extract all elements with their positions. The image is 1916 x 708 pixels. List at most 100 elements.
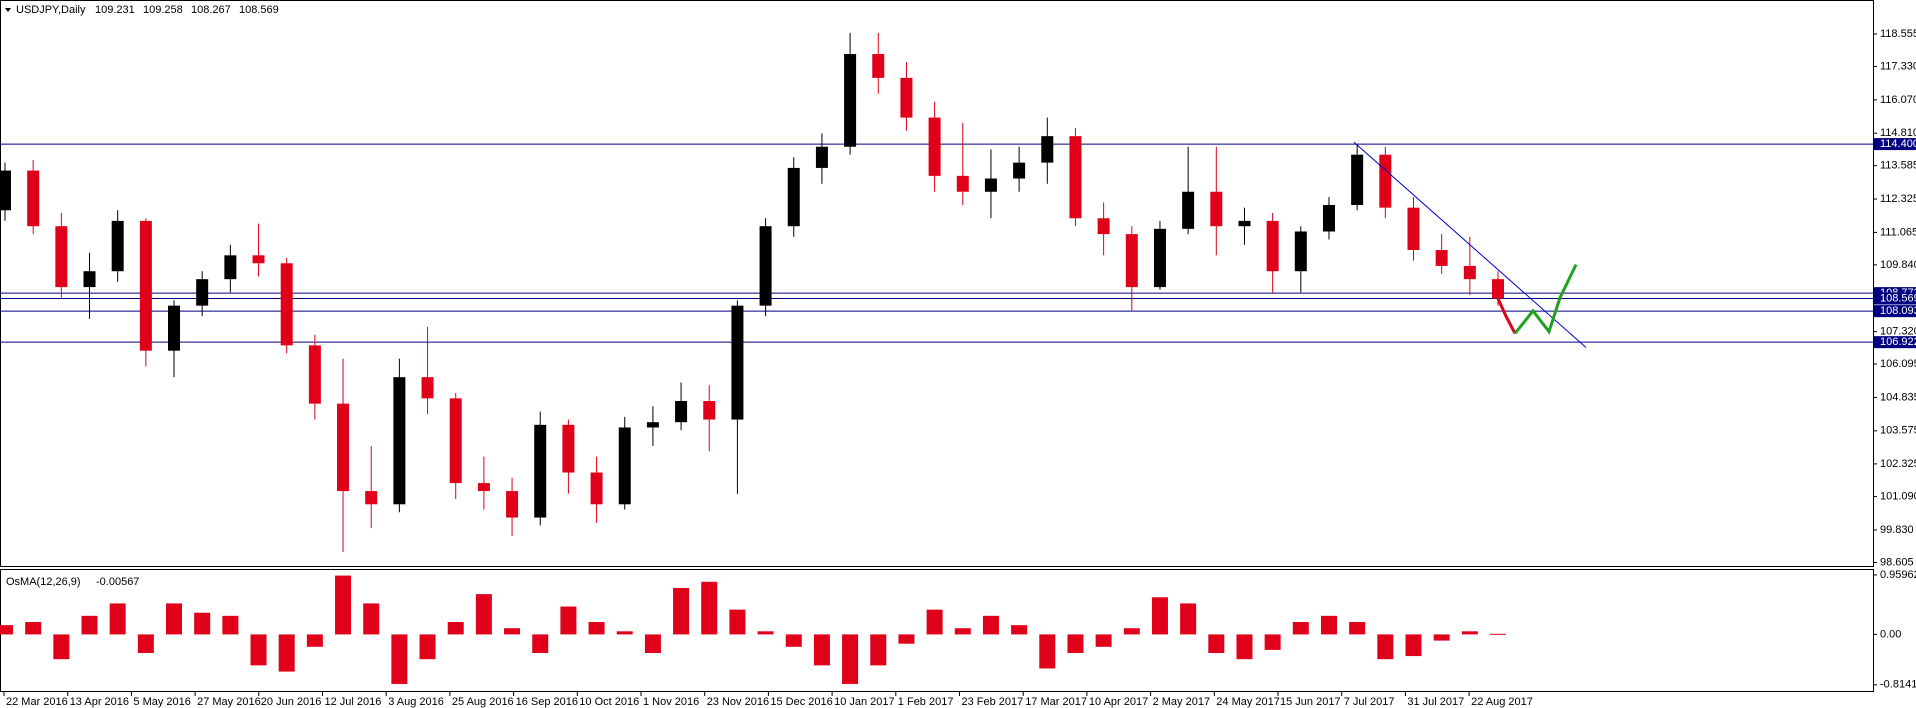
candle-body — [365, 491, 378, 505]
y-tick-label: 0.00 — [1880, 628, 1901, 640]
x-tick-label: 1 Feb 2017 — [898, 696, 954, 708]
x-tick-label: 10 Apr 2017 — [1089, 696, 1148, 708]
x-tick-label: 23 Feb 2017 — [962, 696, 1024, 708]
candle-body — [280, 263, 293, 346]
candle-body — [1407, 207, 1420, 251]
osma-bar — [1405, 634, 1422, 657]
osma-bar — [0, 625, 13, 635]
y-tick-label: 104.835 — [1880, 391, 1916, 403]
candle-body — [1210, 191, 1223, 227]
x-tick-label: 25 Aug 2016 — [452, 696, 514, 708]
osma-bar — [25, 622, 42, 635]
osma-bar — [335, 575, 352, 635]
candle-body — [449, 398, 462, 484]
osma-bar — [306, 634, 323, 647]
osma-bar — [982, 615, 999, 635]
candle-body — [618, 427, 631, 505]
osma-bar — [644, 634, 661, 653]
osma-bar — [391, 634, 408, 684]
level-label-box — [1874, 138, 1916, 151]
osma-bar — [447, 622, 464, 635]
chart-title: USDJPY,Daily — [16, 4, 86, 16]
y-tick-label: 117.330 — [1880, 60, 1916, 72]
candle-body — [1125, 234, 1138, 288]
candle-body — [1238, 220, 1251, 227]
x-tick-label: 10 Jan 2017 — [834, 696, 895, 708]
y-tick-label: 101.090 — [1880, 491, 1916, 503]
osma-bar — [504, 628, 521, 635]
ohlc-value: 109.231 — [95, 4, 135, 16]
candle-body — [139, 220, 152, 351]
level-label: 114.400 — [1880, 138, 1916, 150]
y-tick-label: 112.325 — [1880, 193, 1916, 205]
level-label: 106.922 — [1880, 336, 1916, 348]
x-tick-label: 10 Oct 2016 — [579, 696, 639, 708]
osma-bar — [363, 603, 380, 635]
candle-body — [337, 403, 350, 492]
candle-body — [646, 422, 659, 428]
candle-body — [787, 167, 800, 227]
candle-body — [168, 305, 181, 351]
y-tick-label: 103.575 — [1880, 425, 1916, 437]
osma-bar — [926, 609, 943, 635]
x-tick-label: 17 Mar 2017 — [1025, 696, 1087, 708]
candle-body — [1379, 154, 1392, 208]
y-tick-label: -0.81413 — [1880, 679, 1916, 691]
y-tick-label: 98.605 — [1880, 556, 1914, 568]
candle-body — [928, 117, 941, 176]
osma-bar — [1320, 615, 1337, 635]
candle-body — [0, 170, 11, 211]
candle-body — [111, 220, 124, 272]
candle-body — [1266, 220, 1279, 272]
candle-body — [1351, 154, 1364, 205]
candle-body — [1322, 204, 1335, 232]
candle-body — [731, 305, 744, 420]
y-tick-label: 99.830 — [1880, 524, 1914, 536]
osma-bar — [1011, 625, 1028, 635]
x-tick-label: 27 May 2016 — [197, 696, 261, 708]
osma-bar — [1292, 622, 1309, 635]
x-tick-label: 20 Jun 2016 — [261, 696, 322, 708]
candle-body — [759, 226, 772, 306]
x-tick-label: 31 Jul 2017 — [1407, 696, 1464, 708]
candle-body — [1463, 265, 1476, 280]
level-label-box — [1874, 305, 1916, 318]
osma-value: -0.00567 — [96, 576, 139, 588]
x-tick-label: 13 Apr 2016 — [70, 696, 129, 708]
osma-bar — [842, 634, 859, 684]
price-panel — [0, 0, 1874, 567]
candle-body — [1013, 162, 1026, 179]
osma-bar — [1095, 634, 1112, 647]
ohlc-value: 108.267 — [191, 4, 231, 16]
ohlc-value: 109.258 — [143, 4, 183, 16]
candle-body — [506, 491, 519, 518]
osma-bar — [222, 615, 239, 635]
osma-bar — [194, 612, 211, 635]
candle-body — [1492, 279, 1504, 299]
x-tick-label: 12 Jul 2016 — [325, 696, 382, 708]
osma-bar — [1236, 634, 1253, 660]
y-tick-label: 109.840 — [1880, 259, 1916, 271]
candle-body — [252, 255, 265, 264]
osma-bar — [1180, 603, 1197, 635]
candle-body — [675, 400, 688, 423]
osma-bar — [785, 634, 802, 647]
x-tick-label: 15 Dec 2016 — [770, 696, 832, 708]
osma-bar — [560, 606, 577, 635]
osma-bar — [475, 594, 492, 635]
osma-bar — [1067, 634, 1084, 653]
candle-body — [534, 424, 547, 518]
candle-body — [815, 146, 828, 168]
osma-bar — [1349, 622, 1366, 635]
x-tick-label: 2 May 2017 — [1153, 696, 1210, 708]
x-tick-label: 24 May 2017 — [1216, 696, 1280, 708]
candle-body — [27, 170, 40, 227]
x-tick-label: 16 Sep 2016 — [516, 696, 578, 708]
x-tick-label: 23 Nov 2016 — [707, 696, 769, 708]
candle-body — [590, 472, 603, 505]
level-label-box — [1874, 336, 1916, 349]
candle-body — [984, 178, 997, 192]
candle-body — [562, 424, 575, 473]
